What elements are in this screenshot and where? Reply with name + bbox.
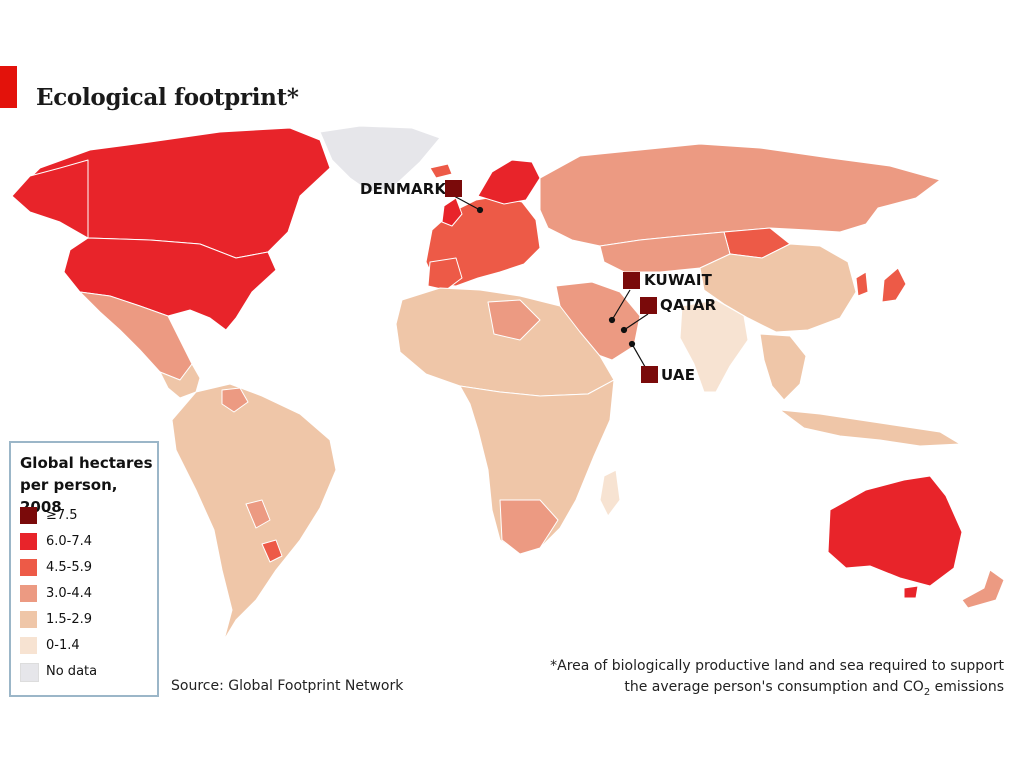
southeast-asia [759, 333, 807, 401]
japan [881, 267, 907, 303]
india [679, 299, 749, 393]
uruguay [261, 539, 283, 563]
map-title: Ecological footprint* [36, 84, 299, 111]
callout-kuwait-marker [623, 272, 640, 289]
legend-swatch [20, 585, 37, 602]
footnote-line1: *Area of biologically productive land an… [550, 658, 1004, 674]
south-africa [499, 499, 559, 555]
madagascar [599, 469, 621, 517]
legend-swatch [20, 507, 37, 524]
legend-title-line2: per person, 2008 [20, 476, 118, 516]
tasmania [903, 585, 919, 599]
legend-label: 3.0-4.4 [46, 586, 93, 601]
new-zealand [961, 569, 1005, 609]
africa-central [459, 379, 615, 555]
source-note: Source: Global Footprint Network [171, 678, 404, 694]
uk [441, 197, 463, 227]
iberia [427, 257, 463, 291]
iceland [429, 163, 453, 179]
venezuela [221, 387, 249, 413]
callout-qatar-marker [640, 297, 657, 314]
legend-label: 1.5-2.9 [46, 612, 93, 627]
legend-label: ≥7.5 [46, 508, 78, 523]
paraguay [245, 499, 271, 529]
legend-swatch [20, 559, 37, 576]
australia [827, 475, 963, 587]
greenland [319, 125, 441, 193]
callout-kuwait-label: KUWAIT [644, 271, 713, 289]
legend-label: 0-1.4 [46, 638, 80, 653]
russia [539, 143, 941, 247]
footnote-line2: the average person's consumption and CO2… [550, 677, 1004, 703]
callout-qatar-label: QATAR [660, 296, 717, 314]
scandinavia [477, 159, 541, 205]
legend-label: No data [46, 664, 98, 679]
callout-uae-marker [641, 366, 658, 383]
legend-title-line1: Global hectares [20, 454, 153, 472]
legend-swatch [20, 611, 37, 628]
callout-denmark-label: DENMARK [360, 180, 447, 198]
footnote: *Area of biologically productive land an… [550, 656, 1004, 703]
legend-title: Global hectares per person, 2008 [20, 452, 160, 518]
footnote-line2-pre: the average person's consumption and CO [624, 679, 924, 695]
legend-label: 4.5-5.9 [46, 560, 93, 575]
legend-swatch [20, 637, 37, 654]
korea [855, 271, 869, 297]
footnote-line2-post: emissions [930, 679, 1004, 695]
legend-swatch [20, 663, 39, 682]
legend-label: 6.0-7.4 [46, 534, 93, 549]
legend-swatch [20, 533, 37, 550]
footnote-sub: 2 [923, 686, 931, 698]
callout-denmark-marker [445, 180, 462, 197]
header-accent-bar [0, 66, 17, 108]
central-america [159, 363, 201, 399]
united-states [63, 237, 277, 331]
legend: Global hectares per person, 2008 ≥7.5 6.0… [9, 441, 159, 697]
indonesia [779, 409, 961, 447]
alaska [11, 159, 89, 239]
callout-uae-label: UAE [661, 366, 696, 384]
libya [487, 299, 541, 341]
